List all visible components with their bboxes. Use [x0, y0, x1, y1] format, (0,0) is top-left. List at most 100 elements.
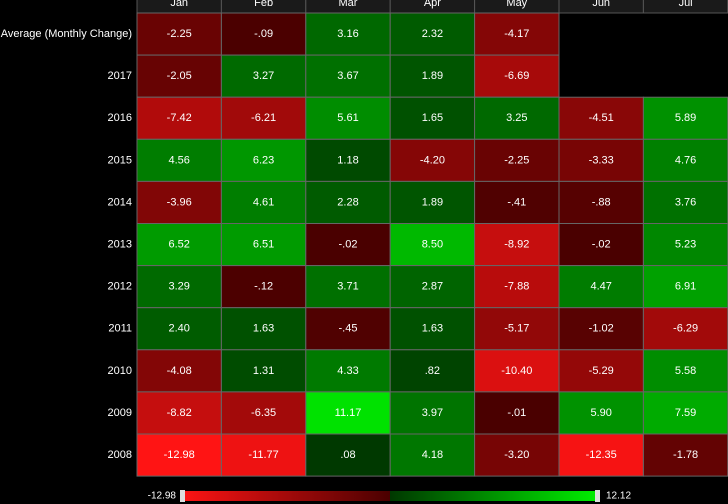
column-label: Mar — [339, 0, 358, 9]
row-label: 2011 — [108, 323, 132, 335]
cell-label: 3.25 — [506, 112, 527, 124]
cell-label: 6.23 — [253, 154, 274, 166]
cell-label: 1.18 — [337, 154, 358, 166]
colorbar-max-cap — [595, 490, 600, 502]
cell — [305, 54, 391, 98]
cell — [389, 349, 476, 393]
cell-label: .08 — [340, 449, 355, 461]
column-label: Jul — [679, 0, 693, 9]
cell-label: -1.02 — [589, 323, 614, 335]
cell — [136, 54, 222, 98]
cell — [558, 96, 644, 140]
cell-label: -4.51 — [589, 112, 614, 124]
cell — [220, 180, 307, 224]
cell — [389, 96, 476, 140]
row-label: 2008 — [108, 449, 132, 461]
cell-label: 3.71 — [337, 281, 358, 293]
cell — [220, 433, 307, 477]
cell-label: 4.61 — [253, 196, 274, 208]
cell-label: 1.31 — [253, 365, 274, 377]
cell-label: -6.69 — [504, 70, 529, 82]
cell-label: 5.58 — [675, 365, 696, 377]
cell — [558, 433, 644, 477]
cell-label: 4.47 — [590, 281, 611, 293]
cell-label: 3.16 — [337, 28, 358, 40]
column-label: Jan — [170, 0, 188, 9]
cell — [136, 349, 222, 393]
row-label: Average (Monthly Change) — [1, 28, 132, 40]
row-label: 2013 — [108, 238, 132, 250]
cell — [136, 391, 222, 435]
cell — [642, 96, 728, 140]
cell-label: 8.50 — [422, 238, 443, 250]
cell-label: 3.29 — [168, 281, 189, 293]
cell — [389, 265, 476, 309]
cell-label: -4.08 — [167, 365, 192, 377]
cell-label: -.88 — [592, 196, 611, 208]
cell-label: -2.05 — [167, 70, 192, 82]
cell-label: -.12 — [254, 281, 273, 293]
cell-label: 11.17 — [335, 407, 362, 419]
cell — [305, 433, 391, 477]
cell — [220, 391, 307, 435]
cell-label: 6.52 — [168, 238, 189, 250]
cell-label: 2.28 — [337, 196, 358, 208]
cell — [558, 265, 644, 309]
cell-label: 5.90 — [590, 407, 611, 419]
cell-label: .82 — [425, 365, 440, 377]
cell — [474, 307, 560, 351]
cell — [389, 12, 476, 56]
cell-label: -5.17 — [504, 323, 529, 335]
colorbar — [180, 491, 600, 501]
cell-label: -1.78 — [673, 449, 698, 461]
cell — [389, 180, 476, 224]
cell-label: 6.91 — [675, 281, 696, 293]
cell-label: 4.18 — [422, 449, 443, 461]
cell-label: 5.89 — [675, 112, 696, 124]
cell-label: 2.32 — [422, 28, 443, 40]
cell — [474, 12, 560, 56]
cell — [305, 96, 391, 140]
cell-label: 1.63 — [422, 323, 443, 335]
colorbar-max-label: 12.12 — [606, 491, 631, 502]
cell-label: 3.76 — [675, 196, 696, 208]
row-label: 2012 — [108, 281, 132, 293]
cell-label: -.45 — [339, 323, 358, 335]
cell — [474, 349, 560, 393]
cell-label: 2.87 — [422, 281, 443, 293]
cell-label: -5.29 — [589, 365, 614, 377]
cell-label: 1.89 — [422, 196, 443, 208]
row-label: 2010 — [108, 365, 132, 377]
row-label: 2015 — [108, 154, 132, 166]
cell-label: -6.29 — [673, 323, 698, 335]
cell — [136, 138, 222, 182]
cell-label: 5.23 — [675, 238, 696, 250]
cell — [389, 433, 476, 477]
cell-label: -6.35 — [251, 407, 276, 419]
cell-label: 3.97 — [422, 407, 443, 419]
row-label: 2014 — [108, 196, 132, 208]
cell — [305, 12, 391, 56]
cell — [220, 265, 307, 309]
cell — [642, 223, 728, 267]
cell-label: -2.25 — [167, 28, 192, 40]
cell — [220, 54, 307, 98]
cell — [558, 223, 644, 267]
cell — [642, 180, 728, 224]
cell-label: -2.25 — [504, 154, 529, 166]
cell-label: -8.82 — [167, 407, 192, 419]
cell — [558, 138, 644, 182]
cell — [220, 307, 307, 351]
cell-label: 2.40 — [168, 323, 189, 335]
colorbar-min-cap — [180, 490, 185, 502]
cell — [474, 223, 560, 267]
cell-label: -8.92 — [504, 238, 529, 250]
cell-label: -.01 — [507, 407, 526, 419]
cell — [136, 307, 222, 351]
cell-label: 6.51 — [253, 238, 274, 250]
cell-label: -6.21 — [251, 112, 276, 124]
cell-label: -12.35 — [586, 449, 617, 461]
cell — [474, 54, 560, 98]
cell-label: -3.20 — [504, 449, 529, 461]
